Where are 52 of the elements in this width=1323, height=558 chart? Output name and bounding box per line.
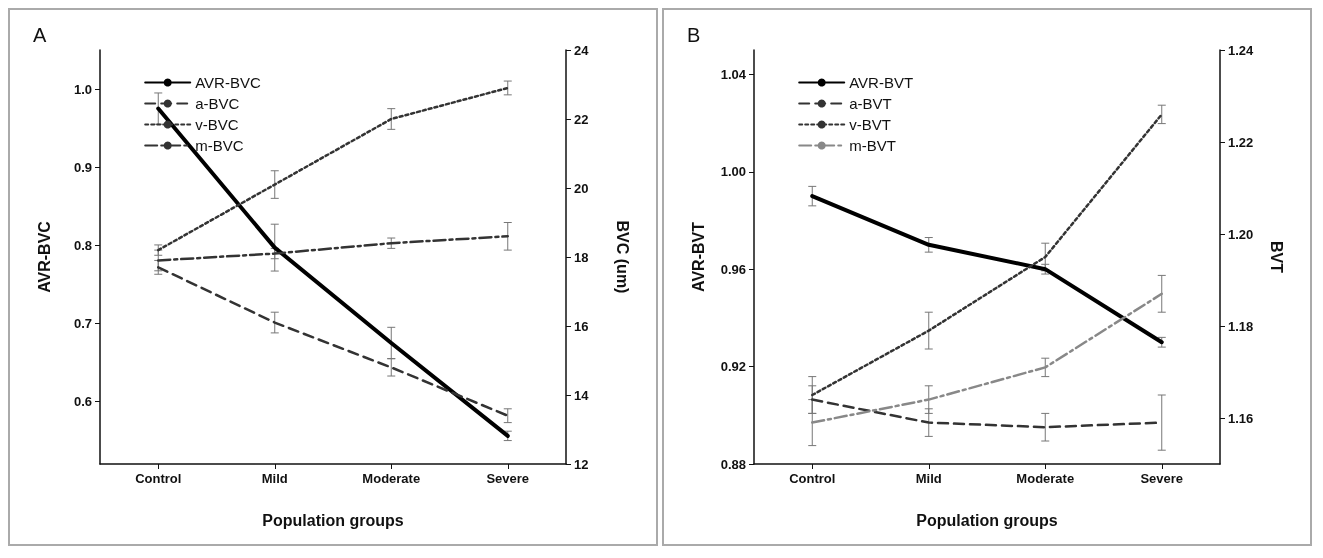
line-series [811,292,1163,424]
y-tick-label: 0.96 [720,261,746,277]
legend-label: AVR-BVT [849,74,914,91]
x-axis-title: Population groups [262,511,404,529]
x-tick-label: Moderate [362,471,421,486]
y2-axis-title: BVT [1267,241,1285,274]
y2-tick-label: 1.20 [1228,226,1254,242]
y-axis-title: AVR-BVT [689,221,707,292]
y-tick-label: 1.04 [720,66,747,82]
y-axis-title: AVR-BVC [35,220,53,293]
x-tick-label: Severe [1140,471,1184,486]
legend-label: AVR-BVC [195,74,261,91]
y2-tick-label: 1.16 [1228,410,1254,426]
y-tick-label: 0.6 [73,394,92,410]
line-series [157,235,509,262]
x-tick-label: Mild [915,471,942,486]
x-tick-label: Severe [486,471,530,486]
y2-tick-label: 18 [574,249,589,265]
legend-label: m-BVC [195,137,244,154]
y2-tick-label: 20 [574,180,589,196]
line-series [811,113,1163,397]
chart-title: A [33,24,47,46]
y2-tick-label: 16 [574,318,589,334]
chart-title: B [687,24,701,46]
legend-label: a-BVT [849,95,892,112]
legend-label: m-BVT [849,137,896,154]
x-tick-label: Control [789,471,836,486]
y2-tick-label: 12 [574,456,589,472]
y-tick-label: 1.0 [73,81,92,97]
y2-tick-label: 24 [574,42,590,58]
y-tick-label: 0.8 [73,237,92,253]
y-tick-label: 0.92 [720,359,746,375]
y2-tick-label: 1.22 [1228,134,1254,150]
line-series [157,266,509,417]
legend-label: v-BVC [195,116,239,133]
y-tick-label: 1.00 [720,164,746,180]
y2-tick-label: 14 [574,387,590,403]
x-axis-title: Population groups [916,511,1058,529]
legend-label: a-BVC [195,95,240,112]
y2-tick-label: 22 [574,111,589,127]
line-series [157,86,509,252]
x-tick-label: Moderate [1016,471,1075,486]
y-tick-label: 0.9 [73,159,92,175]
y2-tick-label: 1.18 [1228,318,1254,334]
y2-axis-title: BVC (um) [613,220,631,294]
legend-label: v-BVT [849,116,891,133]
y2-tick-label: 1.24 [1228,42,1255,58]
x-tick-label: Mild [261,471,288,486]
line-series [810,194,1164,345]
y-tick-label: 0.88 [720,456,746,472]
x-tick-label: Control [135,471,182,486]
y-tick-label: 0.7 [73,315,92,331]
